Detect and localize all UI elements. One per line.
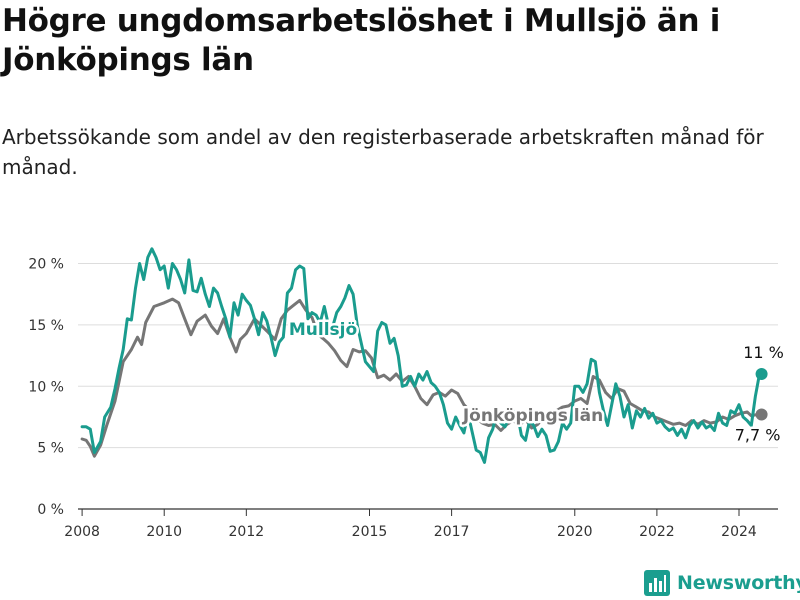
y-tick-label: 5 % [37,441,64,457]
x-axis: 2008 2010 2012 2015 2017 2020 2022 2024 [64,508,778,540]
brand-name: Newsworthy [677,572,800,594]
bar-chart-logo-icon [644,570,670,596]
y-axis: 0 % 5 % 10 % 15 % 20 % [28,257,64,518]
chart-title: Högre ungdomsarbetslöshet i Mullsjö än i… [2,3,721,78]
y-tick-label: 10 % [28,379,64,395]
chart-subtitle: Arbetssökande som andel av den registerb… [2,125,764,179]
end-point-lan [755,408,768,421]
x-tick-label: 2010 [146,524,182,540]
y-tick-label: 15 % [28,318,64,334]
x-tick-label: 2017 [434,524,470,540]
x-tick-label: 2015 [352,524,388,540]
series-labels: Jönköpings län Mullsjö 11 % 7,7 % [286,318,786,448]
series-label-lan: Jönköpings län [462,406,603,426]
y-tick-label: 0 % [37,502,64,518]
x-tick-label: 2012 [229,524,265,540]
end-value-mullsjo: 11 % [743,343,784,362]
end-value-lan: 7,7 % [735,426,781,445]
grid-lines [78,263,778,449]
x-tick-label: 2024 [721,524,757,540]
x-tick-label: 2022 [639,524,675,540]
x-tick-label: 2008 [64,524,100,540]
newsworthy-logo[interactable]: Newsworthy [644,568,800,598]
y-tick-label: 20 % [28,257,64,273]
series-line-mullsjo [80,247,764,464]
x-tick-label: 2020 [557,524,593,540]
series-lines [80,247,768,464]
series-label-mullsjo: Mullsjö [289,320,357,340]
end-point-mullsjo [755,368,768,380]
